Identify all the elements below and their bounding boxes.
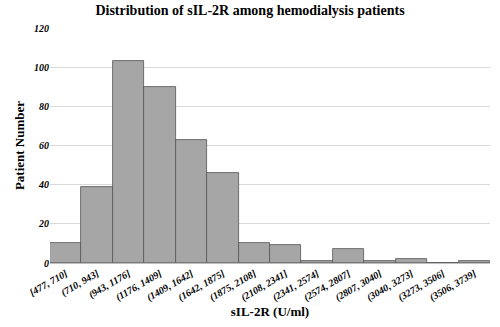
svg-text:40: 40 (38, 179, 49, 190)
svg-text:Distribution of sIL-2R among h: Distribution of sIL-2R among hemodialysi… (95, 3, 405, 18)
svg-text:0: 0 (44, 258, 49, 269)
svg-text:(3040, 3273]: (3040, 3273] (365, 267, 416, 304)
svg-text:(2108, 2341]: (2108, 2341] (239, 267, 290, 304)
svg-text:(2341, 2574]: (2341, 2574] (270, 267, 321, 304)
svg-text:20: 20 (38, 218, 49, 229)
svg-text:(1875, 2108]: (1875, 2108] (208, 267, 259, 304)
svg-text:(1176, 1409]: (1176, 1409] (114, 267, 165, 303)
svg-text:120: 120 (34, 23, 49, 34)
svg-text:60: 60 (39, 140, 49, 151)
svg-text:(943, 1176]: (943, 1176] (87, 267, 134, 301)
svg-text:(2574, 2807]: (2574, 2807] (302, 267, 353, 304)
svg-text:(3506, 3739]: (3506, 3739] (428, 267, 479, 304)
svg-text:[477, 710]: [477, 710] (28, 267, 70, 298)
svg-text:(3273, 3506]: (3273, 3506] (396, 267, 447, 304)
svg-text:100: 100 (34, 62, 49, 73)
svg-text:(710, 943]: (710, 943] (59, 267, 102, 299)
svg-text:(1642, 1875]: (1642, 1875] (176, 267, 227, 304)
svg-text:(1409, 1642]: (1409, 1642] (145, 267, 196, 304)
svg-text:80: 80 (39, 101, 49, 112)
svg-text:sIL-2R (U/ml): sIL-2R (U/ml) (231, 304, 309, 319)
svg-text:Patient Number: Patient Number (12, 101, 27, 190)
svg-text:(2807, 3040]: (2807, 3040] (333, 267, 384, 304)
